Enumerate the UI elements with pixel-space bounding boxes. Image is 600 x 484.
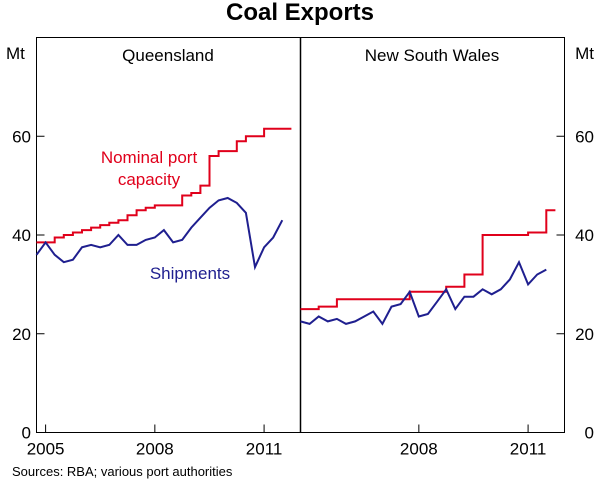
capacity-annotation-line1: Nominal port: [101, 148, 198, 167]
left-y-axis: 0 20 40 60: [12, 127, 45, 443]
shipments-annotation: Shipments: [150, 264, 230, 283]
queensland-capacity-line: [36, 127, 292, 244]
left-y-tick-label: 40: [12, 226, 31, 245]
queensland-shipments-line: [35, 196, 284, 271]
right-y-tick-label: 0: [585, 424, 594, 443]
nsw-shipments-line: [300, 259, 547, 326]
x-tick-label: 2008: [136, 440, 174, 459]
right-y-axis: 0 20 40 60: [556, 127, 594, 443]
right-y-tick-label: 40: [575, 226, 594, 245]
x-tick-label: 2005: [27, 440, 65, 459]
capacity-annotation-line2: capacity: [118, 170, 181, 189]
panel-title-new-south-wales: New South Wales: [365, 46, 499, 65]
x-axis: 2005 2008 2011 2008 2011: [27, 424, 547, 459]
x-tick-label: 2008: [400, 440, 438, 459]
left-unit-label: Mt: [6, 44, 25, 63]
left-y-tick-label: 0: [22, 424, 31, 443]
right-y-tick-label: 60: [575, 127, 594, 146]
left-y-tick-label: 60: [12, 127, 31, 146]
right-unit-label: Mt: [575, 44, 594, 63]
x-tick-label: 2011: [510, 440, 547, 459]
source-note: Sources: RBA; various port authorities: [12, 464, 233, 479]
right-y-tick-label: 20: [575, 325, 594, 344]
nsw-capacity-line: [300, 209, 556, 311]
panel-title-queensland: Queensland: [122, 46, 214, 65]
series-layer: [35, 127, 556, 326]
left-y-tick-label: 20: [12, 325, 31, 344]
x-tick-label: 2011: [246, 440, 283, 459]
chart-title: Coal Exports: [226, 0, 374, 26]
